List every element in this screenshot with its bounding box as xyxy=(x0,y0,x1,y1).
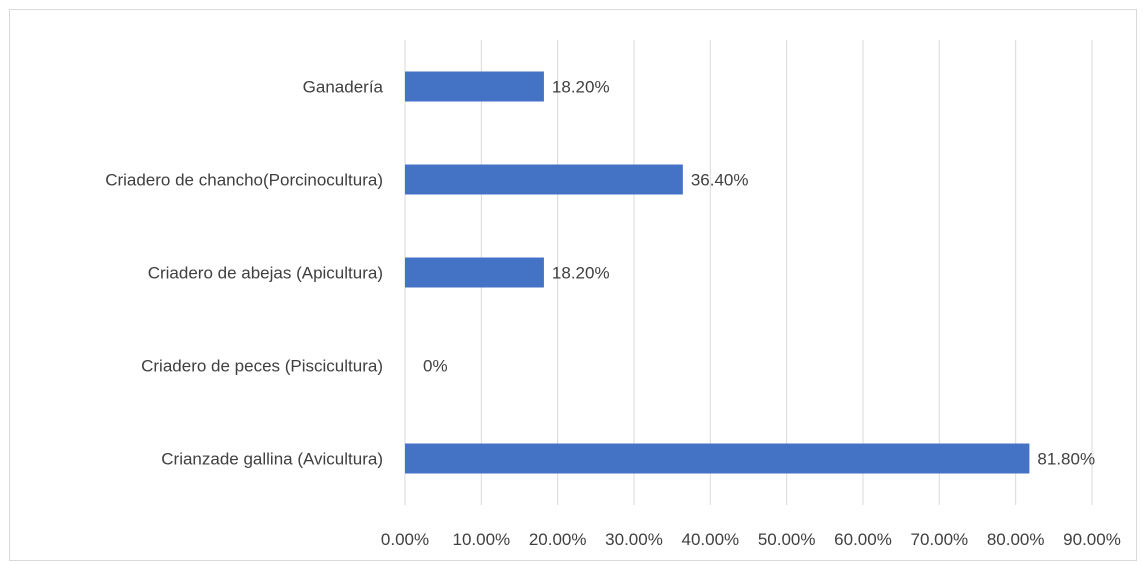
category-label: Crianzade gallina (Avicultura) xyxy=(161,450,383,469)
x-tick-label: 90.00% xyxy=(1063,530,1121,549)
data-label: 18.20% xyxy=(552,78,610,97)
x-tick-label: 50.00% xyxy=(758,530,816,549)
data-label: 81.80% xyxy=(1037,450,1095,469)
x-tick-label: 60.00% xyxy=(834,530,892,549)
x-axis-tick-labels: 0.00% 10.00% 20.00% 30.00% 40.00% 50.00% 60.00… xyxy=(381,530,1121,549)
x-tick-label: 20.00% xyxy=(529,530,587,549)
category-label: Ganadería xyxy=(303,78,384,97)
bars: Ganadería 18.20% Criadero de chancho(Porci… xyxy=(105,71,1095,474)
gridlines xyxy=(404,40,1093,505)
x-tick-label: 0.00% xyxy=(381,530,429,549)
x-tick-label: 70.00% xyxy=(910,530,968,549)
category-label: Criadero de chancho(Porcinocultura) xyxy=(105,171,383,190)
bar xyxy=(405,443,1030,474)
data-label: 18.20% xyxy=(552,264,610,283)
bar xyxy=(405,257,544,288)
x-tick-label: 10.00% xyxy=(452,530,510,549)
x-tick-label: 30.00% xyxy=(605,530,663,549)
category-label: Criadero de abejas (Apicultura) xyxy=(148,264,383,283)
data-label: 36.40% xyxy=(691,171,749,190)
x-tick-label: 40.00% xyxy=(681,530,739,549)
category-label: Criadero de peces (Piscicultura) xyxy=(141,357,383,376)
x-tick-label: 80.00% xyxy=(987,530,1045,549)
data-label: 0% xyxy=(423,357,448,376)
bar xyxy=(405,71,544,102)
bar xyxy=(405,164,683,195)
